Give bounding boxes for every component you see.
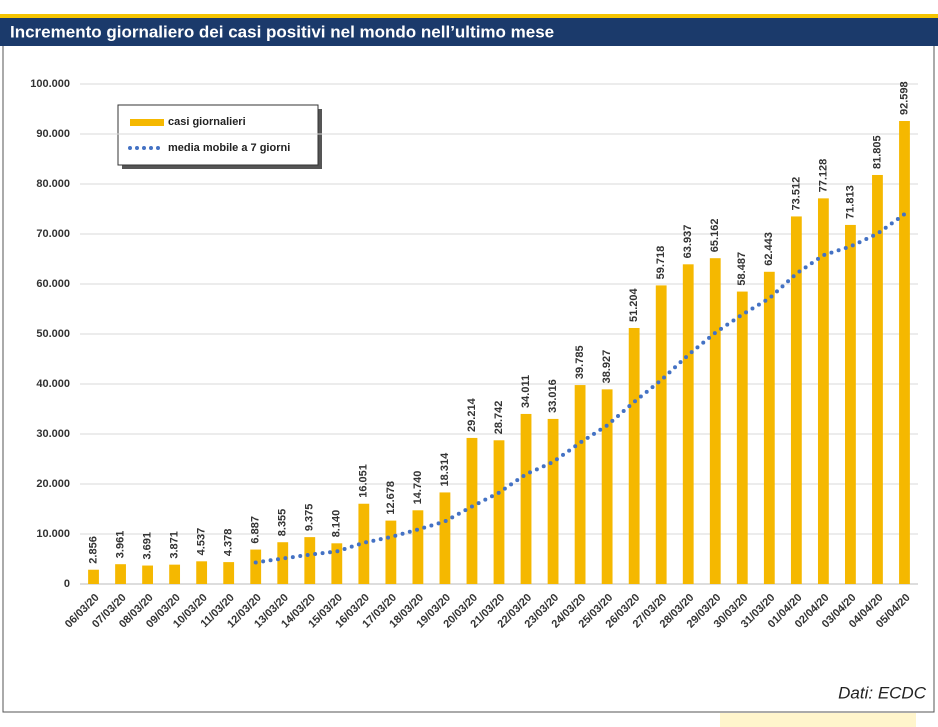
value-label: 59.718 [655, 246, 667, 280]
legend-swatch [130, 119, 164, 126]
bar [466, 437, 478, 584]
value-label: 71.813 [844, 185, 856, 219]
value-label: 65.162 [709, 219, 721, 253]
value-label: 34.011 [520, 375, 532, 408]
bar [520, 413, 532, 584]
bar [574, 385, 586, 584]
value-label: 8.355 [277, 509, 289, 537]
value-label: 3.871 [169, 531, 181, 559]
value-label: 58.487 [736, 252, 748, 286]
value-label: 18.314 [439, 452, 451, 487]
value-label: 28.742 [493, 401, 505, 435]
y-tick-label: 30.000 [36, 428, 70, 440]
bar [304, 537, 316, 584]
bar [763, 271, 775, 584]
value-label: 3.691 [141, 532, 153, 560]
bar [628, 327, 640, 584]
bar [547, 418, 559, 584]
bar [169, 564, 181, 584]
value-label: 16.051 [358, 464, 370, 498]
legend: casi giornalieri media mobile a 7 giorni [117, 104, 322, 169]
bar [790, 216, 802, 584]
value-label: 2.856 [87, 536, 99, 564]
bar [709, 258, 721, 584]
value-label: 73.512 [790, 177, 802, 211]
bar [493, 440, 505, 584]
decor-strip [720, 713, 916, 727]
bar [115, 564, 126, 584]
title-accent [0, 14, 938, 18]
bar [601, 389, 613, 584]
bar [845, 224, 856, 584]
bar [872, 174, 883, 584]
y-tick-label: 20.000 [36, 478, 70, 490]
value-label: 33.016 [547, 379, 559, 413]
value-label: 63.937 [682, 225, 694, 259]
bar [412, 510, 424, 584]
value-label: 29.214 [466, 397, 478, 432]
y-tick-label: 100.000 [30, 78, 70, 90]
bar [899, 121, 910, 584]
value-label: 12.678 [385, 481, 397, 515]
bar [142, 565, 153, 584]
y-tick-label: 40.000 [36, 378, 70, 390]
bar [277, 542, 289, 584]
y-tick-label: 60.000 [36, 278, 70, 290]
bar [196, 561, 208, 584]
legend-box [117, 104, 319, 166]
value-label: 62.443 [763, 232, 775, 266]
moving-average-line [253, 212, 907, 565]
y-tick-label: 50.000 [36, 328, 70, 340]
value-label: 4.378 [223, 529, 235, 557]
value-label: 77.128 [817, 159, 829, 193]
value-label: 4.537 [196, 528, 208, 556]
legend-label: media mobile a 7 giorni [168, 142, 290, 154]
bar [655, 285, 667, 584]
value-label: 6.887 [250, 516, 262, 544]
bar [736, 291, 748, 584]
y-tick-label: 70.000 [36, 228, 70, 240]
value-label: 92.598 [898, 81, 910, 115]
bar [331, 543, 343, 584]
value-label: 38.927 [601, 350, 613, 384]
bar [358, 503, 370, 584]
bar [88, 569, 99, 584]
value-label: 39.785 [574, 345, 586, 379]
bar [385, 520, 397, 584]
value-label: 51.204 [628, 287, 640, 322]
legend-label: casi giornalieri [168, 116, 246, 128]
y-tick-label: 80.000 [36, 178, 70, 190]
bar [439, 492, 451, 584]
bar [223, 562, 235, 584]
value-label: 81.805 [871, 135, 883, 169]
y-tick-label: 0 [64, 578, 70, 590]
chart-title: Incremento giornaliero dei casi positivi… [10, 22, 554, 41]
y-tick-label: 10.000 [36, 528, 70, 540]
value-label: 8.140 [331, 510, 343, 538]
value-label: 3.961 [114, 531, 126, 559]
value-label: 9.375 [304, 504, 316, 532]
title-bar [0, 18, 938, 46]
value-label: 14.740 [412, 471, 424, 505]
source: Dati: ECDC [838, 683, 927, 702]
bar [682, 264, 694, 584]
y-tick-label: 90.000 [36, 128, 70, 140]
bar [817, 198, 829, 585]
bar [250, 549, 262, 584]
